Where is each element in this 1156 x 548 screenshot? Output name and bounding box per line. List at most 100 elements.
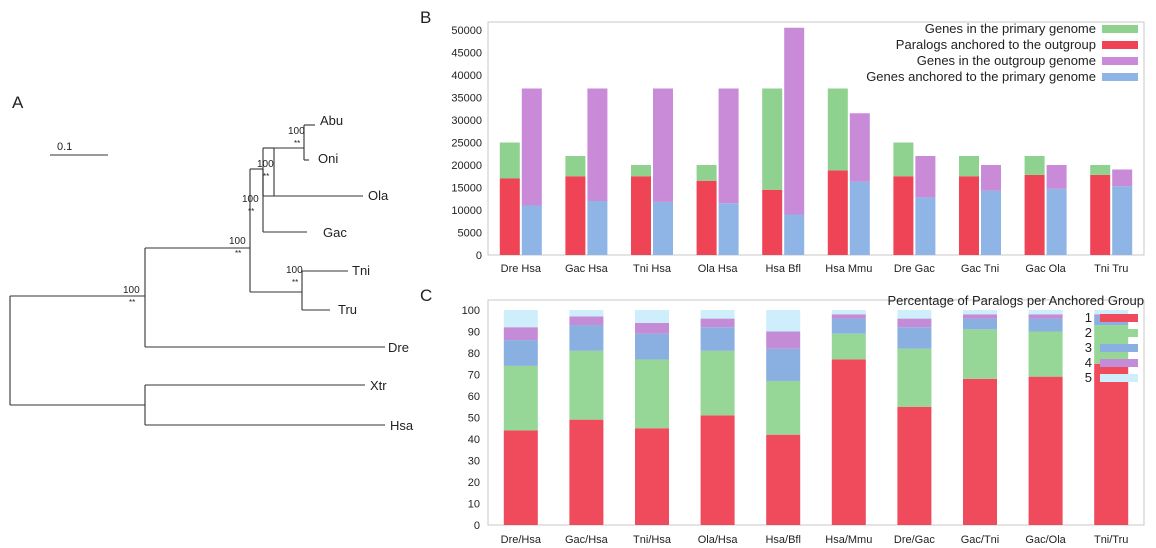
- stack-segment-5: [963, 310, 997, 315]
- bar-genes-in-primary-genome: [565, 156, 586, 177]
- stack-segment-5: [700, 310, 735, 319]
- x-tick-label: Gac Hsa: [565, 263, 609, 275]
- bar-genes-in-outgroup-genome: [587, 88, 608, 201]
- bootstrap-value: 100: [229, 236, 246, 247]
- taxon-label: Tni: [352, 263, 370, 278]
- stack-segment-2: [1028, 331, 1063, 377]
- bar-genes-anchored-to-primary-genome: [1112, 186, 1133, 255]
- bar-genes-anchored-to-primary-genome: [521, 205, 542, 255]
- y-tick-label: 50000: [451, 25, 482, 37]
- x-tick-label: Dre Hsa: [501, 263, 542, 275]
- bar-paralogs-anchored-to-outgroup: [1090, 174, 1111, 255]
- bootstrap-stars: **: [292, 278, 298, 287]
- taxon-label: Xtr: [370, 378, 387, 393]
- panel-label-a: A: [12, 93, 24, 112]
- stack-segment-4: [1028, 314, 1063, 319]
- legend-swatch: [1102, 25, 1138, 33]
- stack-segment-4: [569, 316, 604, 326]
- y-tick-label: 60: [468, 391, 480, 403]
- legend-label: Genes anchored to the primary genome: [866, 69, 1096, 84]
- taxon-label: Abu: [320, 113, 343, 128]
- bar-genes-in-primary-genome: [827, 88, 848, 171]
- stack-segment-3: [897, 327, 932, 349]
- bootstrap-value: 100: [123, 285, 140, 296]
- bar-genes-in-primary-genome: [1024, 156, 1045, 175]
- taxon-label: Hsa: [390, 418, 414, 433]
- stack-segment-2: [766, 380, 801, 435]
- bootstrap-stars: **: [235, 249, 241, 258]
- legend-swatch: [1102, 73, 1138, 81]
- bar-genes-anchored-to-primary-genome: [915, 197, 936, 255]
- stack-segment-4: [700, 318, 735, 328]
- y-tick-label: 0: [474, 520, 480, 532]
- bar-genes-anchored-to-primary-genome: [1046, 188, 1067, 255]
- x-tick-label: Tni Tru: [1094, 263, 1128, 275]
- panel-label-b: B: [420, 8, 431, 27]
- bar-paralogs-anchored-to-outgroup: [565, 176, 586, 255]
- stack-segment-3: [700, 327, 735, 351]
- stack-segment-2: [963, 329, 997, 379]
- x-tick-label: Gac Tni: [961, 263, 999, 275]
- taxon-label: Ola: [368, 188, 389, 203]
- stack-segment-2: [503, 365, 538, 431]
- legend-swatch: [1100, 344, 1138, 352]
- x-tick-label: Hsa Bfl: [765, 263, 800, 275]
- bar-paralogs-anchored-to-outgroup: [762, 189, 783, 255]
- stack-segment-3: [635, 333, 669, 360]
- bootstrap-stars: **: [129, 298, 135, 307]
- y-tick-label: 25000: [451, 138, 482, 150]
- stack-segment-3: [766, 348, 801, 381]
- legend-swatch: [1102, 41, 1138, 49]
- y-tick-label: 20: [468, 477, 480, 489]
- bootstrap-value: 100: [242, 194, 259, 205]
- y-tick-label: 5000: [458, 228, 482, 240]
- y-tick-label: 0: [476, 250, 482, 262]
- stack-segment-1: [831, 359, 866, 525]
- legend-swatch: [1100, 329, 1138, 337]
- taxon-label: Tru: [338, 302, 357, 317]
- y-tick-label: 40: [468, 434, 480, 446]
- bar-genes-in-outgroup-genome: [915, 156, 936, 198]
- x-tick-label: Hsa Mmu: [825, 263, 872, 275]
- bootstrap-stars: **: [294, 139, 300, 148]
- x-tick-label: Gac Ola: [1025, 263, 1066, 275]
- stack-segment-3: [503, 340, 538, 366]
- bar-genes-in-primary-genome: [893, 142, 914, 177]
- x-tick-label: Ola/Hsa: [698, 534, 739, 546]
- stack-segment-5: [1094, 310, 1129, 315]
- stack-segment-5: [503, 310, 538, 328]
- bar-genes-anchored-to-primary-genome: [981, 190, 1001, 255]
- stack-segment-4: [831, 314, 866, 319]
- stack-segment-2: [897, 348, 932, 407]
- bar-genes-in-outgroup-genome: [784, 27, 805, 215]
- x-tick-label: Ola Hsa: [698, 263, 739, 275]
- stack-segment-1: [503, 430, 538, 525]
- bar-genes-in-primary-genome: [762, 88, 783, 190]
- bootstrap-value: 100: [286, 265, 303, 276]
- stack-segment-4: [635, 322, 669, 334]
- stack-segment-2: [831, 333, 866, 360]
- stack-segment-4: [897, 318, 932, 328]
- tree-scale-label: 0.1: [57, 141, 72, 153]
- chart-title: Percentage of Paralogs per Anchored Grou…: [887, 293, 1144, 308]
- stack-segment-5: [766, 310, 801, 332]
- bar-genes-in-outgroup-genome: [653, 88, 673, 202]
- legend-swatch: [1100, 374, 1138, 382]
- legend-label: Genes in the primary genome: [925, 21, 1096, 36]
- chart-c: 0 10 20 30 40 50 60 70 80 90 100 Dre/Hsa Gac/Hsa Tni/…: [462, 293, 1145, 546]
- bar-genes-in-primary-genome: [499, 142, 520, 179]
- bar-genes-in-primary-genome: [959, 156, 979, 177]
- stack-segment-5: [635, 310, 669, 323]
- stack-segment-2: [700, 350, 735, 416]
- stack-segment-4: [503, 327, 538, 341]
- legend-swatch: [1100, 359, 1138, 367]
- x-tick-label: Gac/Ola: [1025, 534, 1066, 546]
- bootstrap-value: 100: [257, 159, 274, 170]
- y-tick-label: 90: [468, 327, 480, 339]
- taxon-label: Gac: [323, 225, 347, 240]
- y-tick-label: 45000: [451, 48, 482, 60]
- x-tick-label: Tni Hsa: [633, 263, 672, 275]
- y-tick-label: 70: [468, 370, 480, 382]
- stack-segment-1: [569, 419, 604, 525]
- y-tick-label: 30000: [451, 115, 482, 127]
